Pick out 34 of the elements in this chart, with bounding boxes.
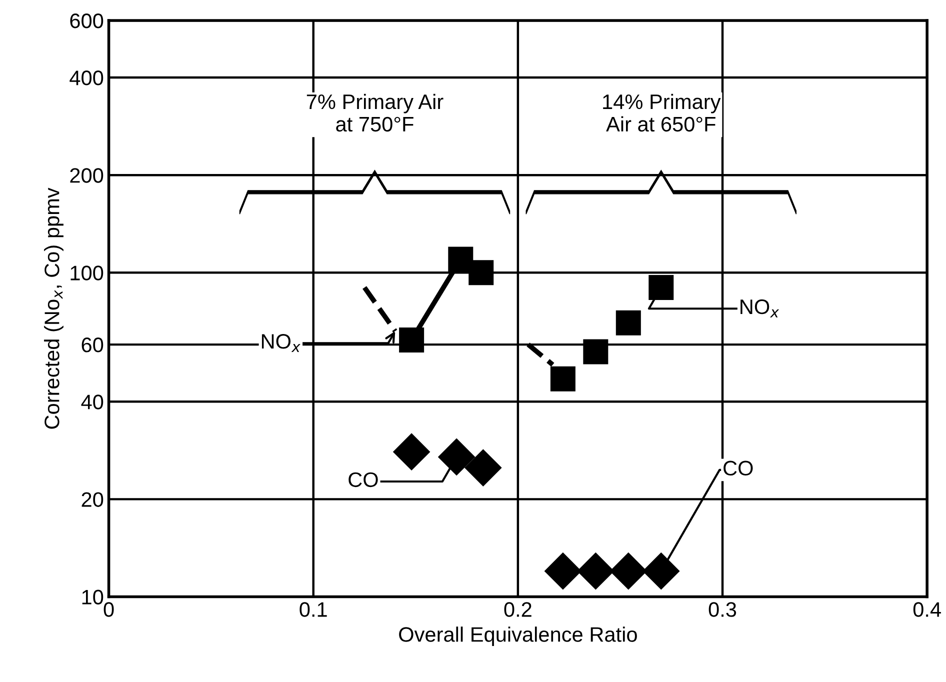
y-tick-label: 40 [81, 394, 104, 410]
y-tick-label: 600 [70, 13, 104, 28]
point [393, 433, 430, 470]
point [610, 552, 647, 590]
annotation: NO$_{x}$ [740, 299, 780, 318]
x-tick-label: 0 [104, 602, 114, 617]
annotation: CO [348, 472, 378, 488]
x-axis-title: Overall Equivalence Ratio [399, 626, 637, 646]
annotation: 7% Primary Air at 750°F [306, 94, 444, 132]
point [464, 449, 502, 486]
y-tick-label: 60 [82, 338, 104, 352]
y-tick-label: 400 [70, 70, 104, 86]
point [544, 552, 582, 590]
x-tick-label: 0.4 [913, 602, 941, 617]
x-tick-label: 0.2 [504, 602, 532, 617]
y-tick-label: 10 [82, 590, 104, 605]
annotation: 14% Primary Air at 650°F [603, 94, 721, 132]
y-tick-label: 100 [70, 266, 104, 280]
annotation: NO$_{x}$ [262, 334, 300, 352]
point [399, 327, 424, 352]
y-tick-label: 20 [82, 492, 104, 507]
point [550, 366, 576, 392]
point [468, 260, 494, 286]
point [642, 552, 680, 590]
x-tick-label: 0.3 [708, 602, 736, 617]
x-tick-label: 0.1 [300, 602, 327, 617]
point [648, 274, 674, 300]
annotation: CO [724, 460, 753, 476]
point [448, 246, 474, 272]
point [438, 438, 475, 476]
point [583, 339, 608, 364]
y-tick-label: 200 [70, 168, 104, 183]
point [616, 310, 641, 336]
y-axis-title: Corrected (No$_{x}$, Co) ppmv [44, 188, 64, 429]
